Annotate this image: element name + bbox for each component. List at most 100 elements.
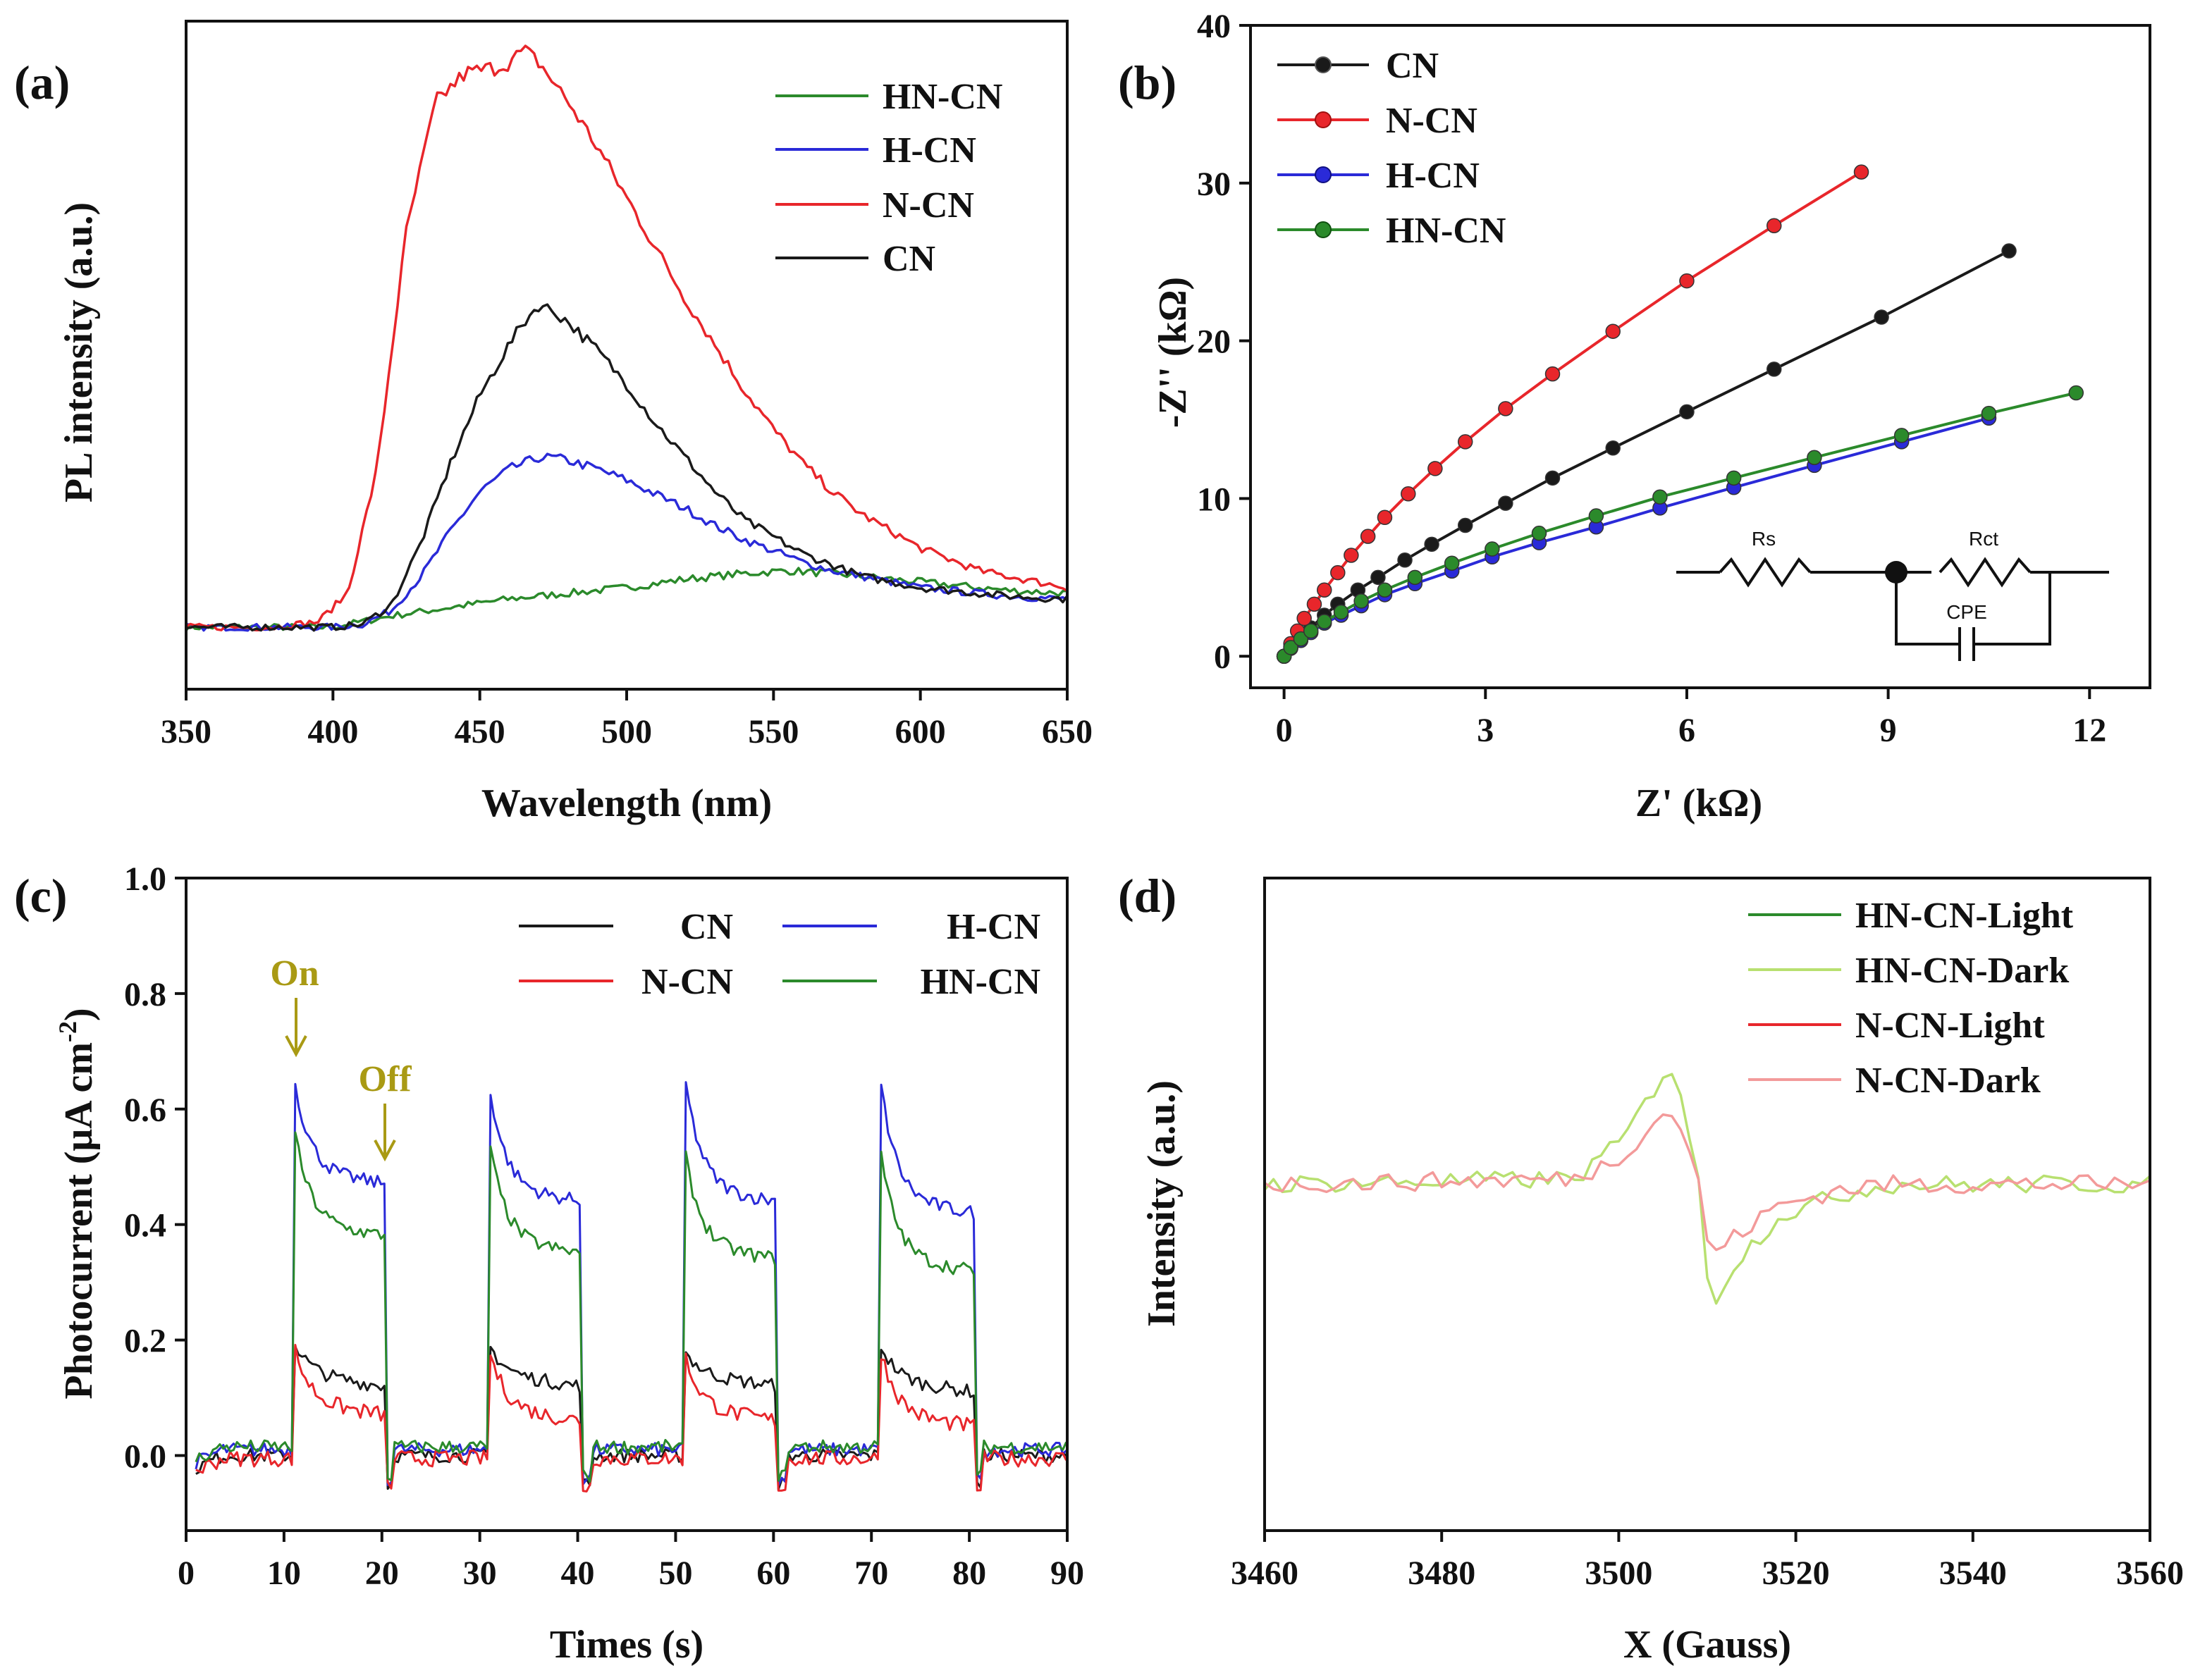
- panel-c-series-cn: [195, 1345, 1067, 1491]
- panel-b-point-hn-cn: [1485, 541, 1500, 557]
- panel-b-legend-marker-cn: [1315, 56, 1332, 73]
- panel-b-y-label: -Z'' (kΩ): [1151, 277, 1195, 428]
- panel-b-point-hn-cn: [1377, 582, 1393, 598]
- panel-b-y-tick-label: 10: [1197, 481, 1231, 518]
- panel-a-x-tick-label: 450: [455, 713, 505, 751]
- panel-c-series-n-cn: [195, 1344, 1067, 1493]
- panel-b-point-hn-cn: [1588, 508, 1604, 524]
- panel-c-label: (c): [14, 869, 67, 922]
- panel-d-ticks: 3460 3480 3500 3520 3540 3560: [1231, 1531, 2184, 1592]
- panel-a-legend-h-cn: H-CN: [883, 130, 976, 171]
- panel-b-point-n-cn: [1377, 509, 1393, 526]
- panel-b-point-hn-cn: [1531, 525, 1547, 541]
- panel-c-axes-frame: [185, 877, 1069, 1532]
- panel-c-y-tick-label: 0.6: [124, 1092, 166, 1129]
- panel-d: (d) 3460 3480 3500 3520 3540 3560 X (Gauss) I…: [1118, 869, 2184, 1667]
- panel-b-label: (b): [1118, 56, 1176, 109]
- panel-a-x-tick-label: 650: [1042, 713, 1093, 751]
- panel-b-point-n-cn: [1344, 548, 1359, 563]
- panel-b-point-cn: [1424, 536, 1439, 552]
- circuit-node: [1885, 561, 1907, 583]
- panel-c-y-tick-label: 0.0: [124, 1438, 166, 1475]
- panel-b-point-hn-cn: [1353, 593, 1369, 609]
- panel-b-point-cn: [1370, 569, 1386, 586]
- panel-a-x-tick-label: 350: [161, 713, 211, 751]
- panel-d-x-tick-label: 3520: [1762, 1555, 1830, 1592]
- panel-a-legend-n-cn: N-CN: [883, 185, 974, 226]
- panel-c-y-tick-label: 1.0: [124, 860, 166, 898]
- circuit-capacitor-cpe: [1958, 627, 1975, 661]
- panel-b-x-tick-label: 9: [1880, 712, 1897, 749]
- panel-b-x-tick-label: 0: [1276, 712, 1293, 749]
- panel-b-point-hn-cn: [1316, 614, 1332, 629]
- panel-d-y-label: Intensity (a.u.): [1140, 1080, 1184, 1327]
- panel-b-legend-hn-cn: HN-CN: [1386, 211, 1506, 251]
- panel-b: (b) 0 3 6 9 12 0 10 20 30 40 Z' (kΩ) -Z'' (kΩ) CN…: [1118, 8, 2151, 825]
- panel-b-x-tick-label: 6: [1678, 712, 1695, 749]
- panel-c-legend-h-cn: H-CN: [947, 907, 1040, 947]
- circuit-label-cpe: CPE: [1946, 601, 1987, 623]
- panel-a-label: (a): [14, 56, 70, 109]
- arrow-on-icon: [285, 998, 307, 1058]
- panel-d-plot-area: [1263, 1073, 2151, 1305]
- panel-c-series-hn-cn: [195, 1131, 1067, 1483]
- panel-b-y-tick-label: 30: [1197, 166, 1231, 203]
- panel-b-point-hn-cn: [1726, 470, 1742, 486]
- panel-b-point-cn: [1605, 440, 1621, 456]
- panel-c-legend-hn-cn: HN-CN: [921, 962, 1040, 1002]
- panel-d-x-tick-label: 3460: [1231, 1555, 1298, 1592]
- panel-b-y-tick-label: 0: [1214, 638, 1231, 676]
- panel-b-legend: CN N-CN H-CN HN-CN: [1277, 46, 1506, 251]
- panel-b-point-n-cn: [1427, 461, 1443, 476]
- panel-a-x-tick-label: 500: [601, 713, 652, 751]
- panel-a-legend-hn-cn: HN-CN: [883, 77, 1002, 117]
- panel-b-point-n-cn: [1360, 529, 1376, 544]
- panel-d-legend-n-cn-light: N-CN-Light: [1855, 1006, 2045, 1046]
- panel-a-y-label: PL intensity (a.u.): [57, 202, 101, 502]
- panel-b-point-cn: [1397, 552, 1413, 568]
- circuit-resistor-rs: [1719, 557, 1812, 588]
- panel-b-legend-cn: CN: [1386, 46, 1439, 86]
- panel-d-series-hn-cn-dark: [1263, 1073, 2151, 1305]
- panel-c-y-label: Photocurrent (μA cm-2): [54, 1008, 101, 1399]
- annotation-off: Off: [358, 1059, 412, 1099]
- panel-c-x-tick-label: 0: [178, 1555, 195, 1592]
- circuit-resistor-rct: [1938, 557, 2032, 588]
- panel-c-plot-area: [195, 1081, 1067, 1493]
- panel-b-circuit-inset: [1676, 557, 2109, 661]
- panel-c-x-tick-label: 20: [365, 1555, 399, 1592]
- panel-b-point-n-cn: [1296, 610, 1312, 626]
- panel-d-x-tick-label: 3480: [1408, 1555, 1475, 1592]
- panel-b-x-tick-label: 3: [1477, 712, 1494, 749]
- panel-d-legend-hn-cn-light: HN-CN-Light: [1855, 896, 2074, 936]
- panel-b-point-n-cn: [1766, 218, 1782, 233]
- panel-b-point-cn: [1457, 517, 1473, 533]
- panel-a-legend-cn: CN: [883, 239, 935, 279]
- panel-d-x-tick-label: 3540: [1939, 1555, 2007, 1592]
- panel-a: (a) 350 400 450 500 550 600 650 Wavelength (nm…: [14, 20, 1093, 825]
- panel-b-point-hn-cn: [1893, 428, 1910, 443]
- panel-b-point-cn: [1498, 495, 1513, 511]
- panel-d-legend: HN-CN-Light HN-CN-Dark N-CN-Light N-CN-D…: [1748, 896, 2074, 1101]
- panel-a-series-cn: [185, 303, 1069, 632]
- panel-a-x-tick-label: 400: [307, 713, 358, 751]
- panel-b-legend-n-cn: N-CN: [1386, 101, 1477, 141]
- panel-b-legend-marker-hn-cn: [1315, 221, 1332, 238]
- panel-c-x-tick-label: 70: [854, 1555, 888, 1592]
- panel-b-point-n-cn: [1401, 486, 1416, 502]
- panel-a-legend: HN-CN H-CN N-CN CN: [775, 77, 1002, 279]
- panel-c-legend: CN H-CN N-CN HN-CN: [519, 907, 1040, 1002]
- panel-b-x-tick-label: 12: [2072, 712, 2106, 749]
- panel-c-ticks: 0 10 20 30 40 50 60 70 80 90 0.0 0.2 0.4 0.6 0.8 1.0: [124, 860, 1084, 1592]
- panel-b-point-hn-cn: [1444, 555, 1460, 571]
- panel-c-legend-n-cn: N-CN: [641, 962, 733, 1002]
- panel-b-point-n-cn: [1330, 564, 1346, 581]
- panel-b-legend-marker-h-cn: [1315, 166, 1332, 183]
- panel-c-x-tick-label: 50: [658, 1555, 692, 1592]
- panel-b-point-cn: [1679, 404, 1695, 420]
- panel-b-point-hn-cn: [1407, 569, 1423, 586]
- panel-c: (c) 0 10 20 30 40 50 60 70 80 90 0.0 0.2 0.4 0.6 0.8 1.…: [14, 860, 1084, 1667]
- panel-b-point-hn-cn: [1303, 623, 1319, 639]
- panel-b-point-hn-cn: [1333, 604, 1349, 620]
- panel-b-point-hn-cn: [1807, 450, 1822, 465]
